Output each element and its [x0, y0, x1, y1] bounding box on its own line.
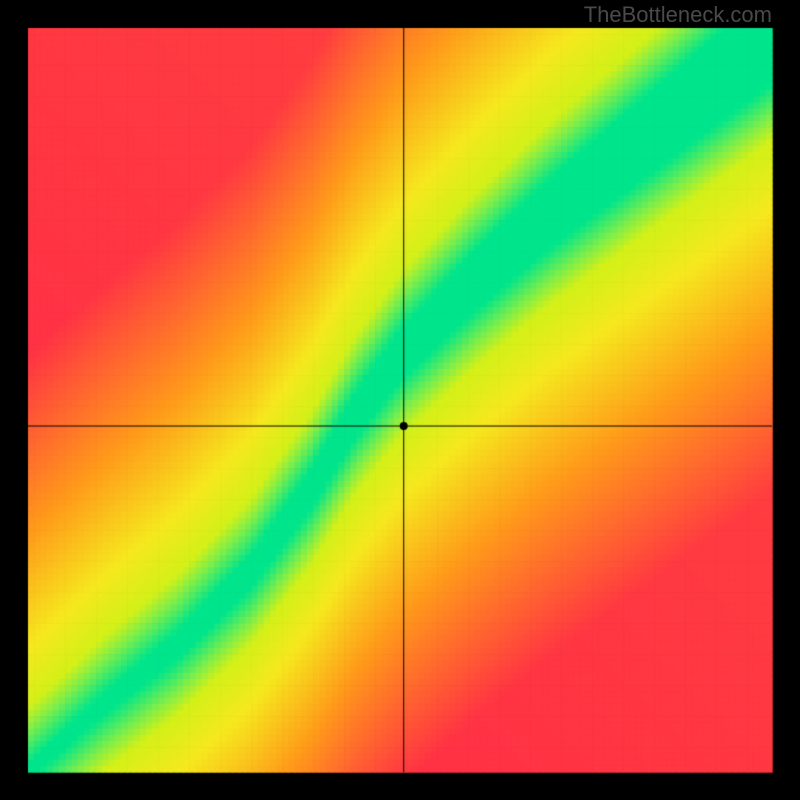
chart-container: TheBottleneck.com [0, 0, 800, 800]
watermark-text: TheBottleneck.com [584, 2, 772, 28]
heatmap-canvas [0, 0, 800, 800]
